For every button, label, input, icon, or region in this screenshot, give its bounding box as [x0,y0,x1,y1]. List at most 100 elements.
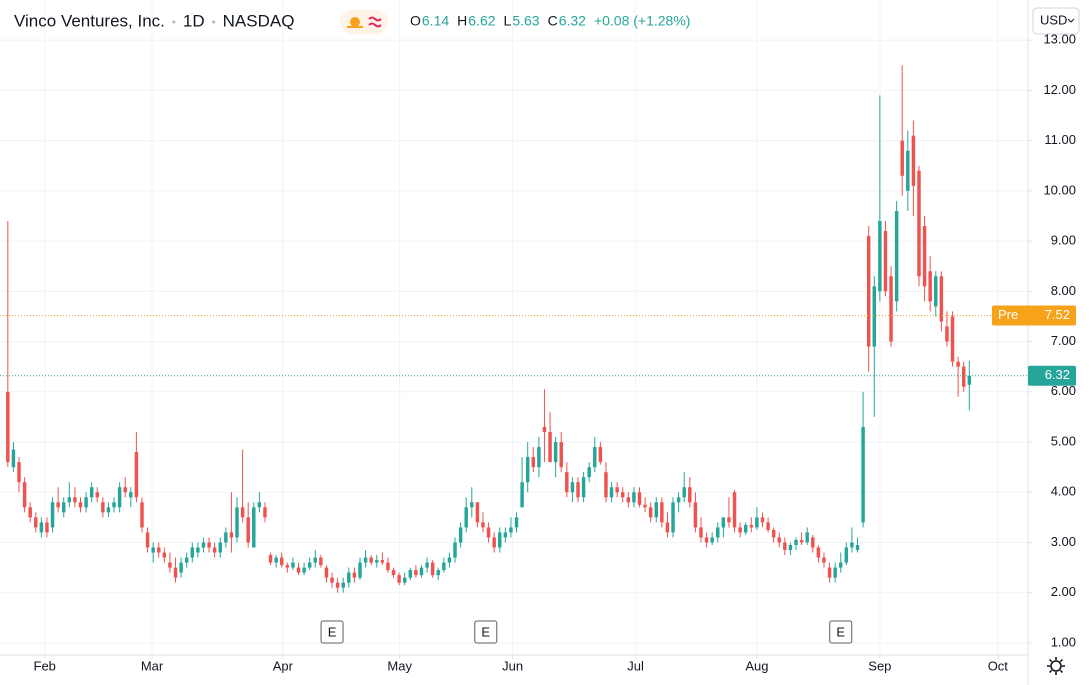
candle-body [447,557,452,563]
currency-button[interactable] [1032,7,1080,35]
candle-body [414,570,418,576]
candle-body [22,482,27,508]
candle-body [380,560,385,563]
candle-body [123,487,127,493]
y-tick-label: 8.00 [1051,283,1076,298]
candle-body [503,532,508,538]
candle-body [190,547,195,558]
ohlc-value: 5.63 [512,13,539,29]
candle-body [56,502,60,508]
candle-body [386,562,390,571]
ohlc-label: O [410,13,421,29]
separator-dot [212,20,216,24]
candle-body [101,502,105,513]
candle-body [771,529,776,538]
candle-body [872,286,877,347]
candle-body [749,524,754,528]
candle-body [777,537,781,543]
candle-body [117,487,122,508]
price-label-box [1028,365,1076,386]
candle-body [145,532,150,548]
candle-body [710,537,714,543]
candle-body [626,497,631,503]
candle-body [553,442,558,463]
candle-body [665,522,670,533]
candle-body [967,375,972,385]
price-line-value: 7.52 [1045,307,1070,322]
y-tick-label: 6.00 [1051,383,1076,398]
candle-body [363,557,368,563]
header-title: Vinco Ventures, Inc. [14,11,165,30]
status-badge [340,10,388,34]
candle-body [442,562,446,571]
settings-icon[interactable] [1047,657,1065,675]
candle-body [632,492,636,503]
candle-body [486,527,491,538]
candle-body [906,150,910,191]
candle-body [268,555,273,563]
change: +0.08 (+1.28%) [594,13,691,29]
event-label: E [481,624,490,639]
candle-body [889,276,893,342]
candle-body [822,557,826,563]
candle-body [883,231,888,292]
candle-body [168,562,172,568]
x-tick-label: Jul [627,658,644,673]
candle-body [525,457,530,483]
candle-body [654,502,658,518]
x-tick-label: Feb [34,658,56,673]
x-tick-label: May [387,658,412,673]
candle-body [229,532,234,538]
candle-body [514,517,519,528]
candle-body [682,487,686,498]
candle-body [593,447,597,468]
y-tick-label: 4.00 [1051,484,1076,499]
candle-body [458,527,463,543]
candle-body [134,452,139,498]
candle-body [911,135,916,186]
candle-body [246,517,250,543]
delay-icon [368,16,382,28]
candle-body [419,567,424,576]
candle-body [95,492,99,498]
candle-body [520,482,524,508]
currency[interactable]: USD [1040,12,1067,27]
candle-body [173,567,178,578]
candle-body [61,502,66,513]
candle-body [201,542,206,548]
candle-body [475,502,480,523]
candle-body [850,542,854,548]
candle-body [788,544,793,551]
candle-body [894,210,899,302]
header-title: 1D [183,11,205,30]
candle-body [760,517,765,523]
candle-body [330,577,334,583]
candle-body [922,226,927,287]
candle-body [430,562,435,576]
candle-body [50,502,55,528]
candle-body [928,271,932,302]
candle-body [112,502,116,508]
candle-body [39,522,44,533]
candle-body [335,582,340,588]
price-line-value: 6.32 [1045,367,1070,382]
candle-body [732,492,737,528]
candle-body [453,542,457,558]
candle-body [498,532,502,548]
candle-body [425,562,429,568]
candle-body [939,276,944,322]
candle-body [950,316,955,362]
candle-body [648,507,653,518]
candle-body [436,570,440,576]
candle-body [559,442,563,468]
candle-body [252,507,256,548]
candle-body [643,504,647,508]
y-tick-label: 9.00 [1051,233,1076,248]
candle-body [805,532,809,543]
x-tick-label: Aug [745,658,768,673]
candle-body [878,221,882,292]
candle-body [408,570,413,578]
ohlc-label: H [457,13,467,29]
